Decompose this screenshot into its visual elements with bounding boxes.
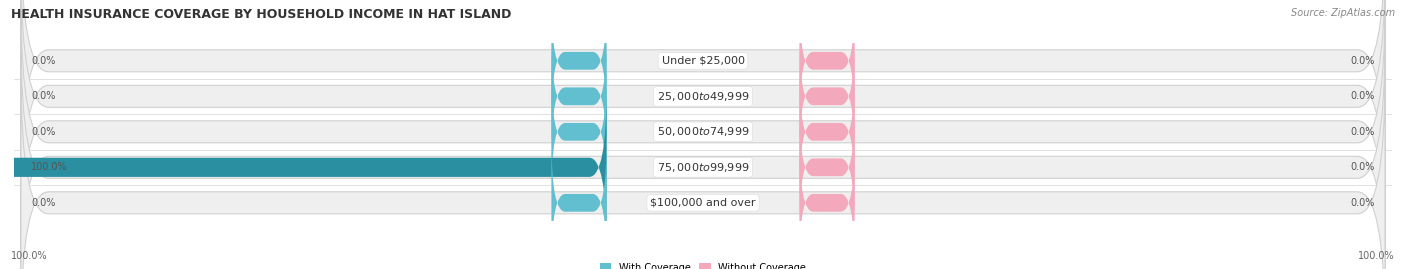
Text: 0.0%: 0.0%: [1350, 162, 1375, 172]
Text: $25,000 to $49,999: $25,000 to $49,999: [657, 90, 749, 103]
FancyBboxPatch shape: [800, 70, 855, 194]
FancyBboxPatch shape: [800, 105, 855, 229]
FancyBboxPatch shape: [21, 0, 1385, 227]
FancyBboxPatch shape: [21, 72, 1385, 269]
FancyBboxPatch shape: [551, 70, 606, 194]
FancyBboxPatch shape: [0, 88, 606, 246]
Text: Under $25,000: Under $25,000: [661, 56, 745, 66]
Text: 0.0%: 0.0%: [31, 56, 56, 66]
FancyBboxPatch shape: [21, 36, 1385, 269]
FancyBboxPatch shape: [551, 0, 606, 123]
Text: 0.0%: 0.0%: [31, 91, 56, 101]
Text: 0.0%: 0.0%: [1350, 127, 1375, 137]
Text: 100.0%: 100.0%: [11, 251, 48, 261]
Text: HEALTH INSURANCE COVERAGE BY HOUSEHOLD INCOME IN HAT ISLAND: HEALTH INSURANCE COVERAGE BY HOUSEHOLD I…: [11, 8, 512, 21]
Text: Source: ZipAtlas.com: Source: ZipAtlas.com: [1291, 8, 1395, 18]
FancyBboxPatch shape: [21, 0, 1385, 192]
Text: $100,000 and over: $100,000 and over: [650, 198, 756, 208]
Text: 0.0%: 0.0%: [31, 127, 56, 137]
FancyBboxPatch shape: [800, 34, 855, 158]
FancyBboxPatch shape: [551, 34, 606, 158]
Text: 0.0%: 0.0%: [31, 198, 56, 208]
Text: 100.0%: 100.0%: [1358, 251, 1395, 261]
Text: 0.0%: 0.0%: [1350, 56, 1375, 66]
Text: 0.0%: 0.0%: [1350, 198, 1375, 208]
FancyBboxPatch shape: [800, 141, 855, 265]
Text: 100.0%: 100.0%: [31, 162, 67, 172]
Text: 0.0%: 0.0%: [1350, 91, 1375, 101]
FancyBboxPatch shape: [800, 0, 855, 123]
FancyBboxPatch shape: [551, 141, 606, 265]
FancyBboxPatch shape: [21, 1, 1385, 263]
Text: $75,000 to $99,999: $75,000 to $99,999: [657, 161, 749, 174]
Text: $50,000 to $74,999: $50,000 to $74,999: [657, 125, 749, 138]
Legend: With Coverage, Without Coverage: With Coverage, Without Coverage: [600, 263, 806, 269]
